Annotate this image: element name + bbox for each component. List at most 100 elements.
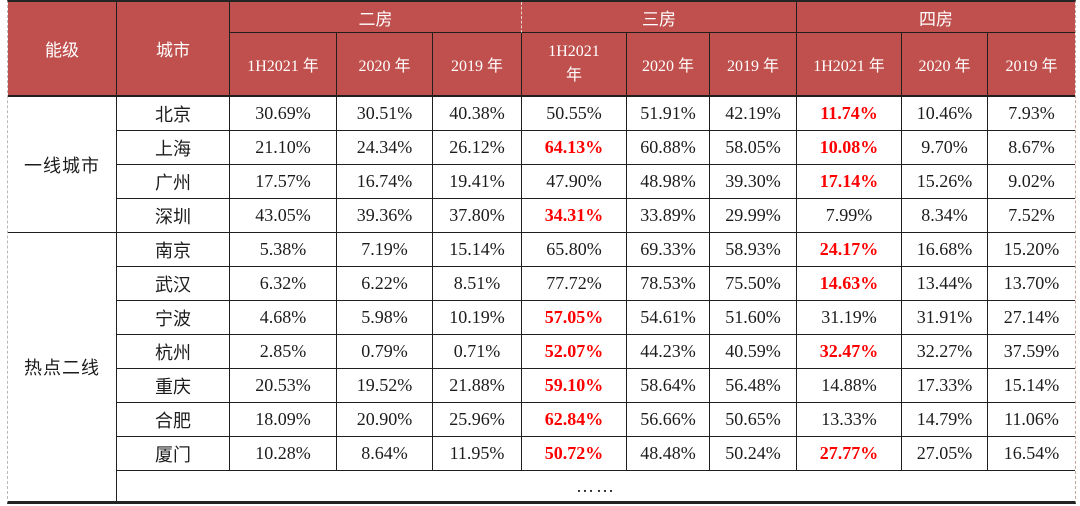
value-cell: 77.72%	[522, 267, 627, 301]
value-cell: 58.93%	[710, 233, 797, 267]
value-cell: 8.67%	[988, 131, 1076, 165]
group-header-four-room: 四房	[797, 2, 1076, 33]
table-header: 能级 城市 二房 三房 四房 1H2021 年 2020 年 2019 年 1H…	[8, 2, 1076, 97]
value-cell: 0.79%	[337, 335, 433, 369]
value-cell: 37.80%	[433, 199, 522, 233]
table-row: 杭州 2.85% 0.79% 0.71% 52.07% 44.23% 40.59% 32.47…	[8, 335, 1076, 369]
value-cell: 40.38%	[433, 97, 522, 131]
value-cell: 31.19%	[797, 301, 902, 335]
value-cell: 39.36%	[337, 199, 433, 233]
value-cell: 17.14%	[797, 165, 902, 199]
value-cell: 59.10%	[522, 369, 627, 403]
tier-cell: 热点二线	[8, 233, 117, 501]
value-cell: 17.57%	[230, 165, 337, 199]
value-cell: 78.53%	[627, 267, 710, 301]
year-header: 1H2021 年	[230, 33, 337, 97]
room-type-share-table: 能级 城市 二房 三房 四房 1H2021 年 2020 年 2019 年 1H…	[7, 0, 1077, 504]
value-cell: 27.05%	[902, 437, 988, 471]
value-cell: 18.09%	[230, 403, 337, 437]
year-header: 2020 年	[902, 33, 988, 97]
value-cell: 11.95%	[433, 437, 522, 471]
value-cell: 51.60%	[710, 301, 797, 335]
value-cell: 58.05%	[710, 131, 797, 165]
value-cell: 47.90%	[522, 165, 627, 199]
city-cell: 杭州	[117, 335, 230, 369]
value-cell: 48.98%	[627, 165, 710, 199]
city-cell: 上海	[117, 131, 230, 165]
value-cell: 50.72%	[522, 437, 627, 471]
value-cell: 15.14%	[433, 233, 522, 267]
value-cell: 13.33%	[797, 403, 902, 437]
value-cell: 75.50%	[710, 267, 797, 301]
value-cell: 8.64%	[337, 437, 433, 471]
value-cell: 34.31%	[522, 199, 627, 233]
value-cell: 14.79%	[902, 403, 988, 437]
value-cell: 11.06%	[988, 403, 1076, 437]
value-cell: 10.19%	[433, 301, 522, 335]
value-cell: 14.88%	[797, 369, 902, 403]
table-row: 武汉 6.32% 6.22% 8.51% 77.72% 78.53% 75.50% 14.63…	[8, 267, 1076, 301]
value-cell: 6.22%	[337, 267, 433, 301]
value-cell: 8.34%	[902, 199, 988, 233]
value-cell: 10.28%	[230, 437, 337, 471]
year-header: 2020 年	[627, 33, 710, 97]
year-header-row: 1H2021 年 2020 年 2019 年 1H2021 年 2020 年 2…	[8, 33, 1076, 97]
value-cell: 50.65%	[710, 403, 797, 437]
value-cell: 5.38%	[230, 233, 337, 267]
value-cell: 20.90%	[337, 403, 433, 437]
city-cell: 广州	[117, 165, 230, 199]
table-row: 上海 21.10% 24.34% 26.12% 64.13% 60.88% 58.05% 10…	[8, 131, 1076, 165]
value-cell: 8.51%	[433, 267, 522, 301]
value-cell: 16.54%	[988, 437, 1076, 471]
value-cell: 62.84%	[522, 403, 627, 437]
value-cell: 26.12%	[433, 131, 522, 165]
value-cell: 58.64%	[627, 369, 710, 403]
value-cell: 29.99%	[710, 199, 797, 233]
city-cell: 合肥	[117, 403, 230, 437]
value-cell: 21.88%	[433, 369, 522, 403]
city-cell: 厦门	[117, 437, 230, 471]
table-row: 合肥 18.09% 20.90% 25.96% 62.84% 56.66% 50.65% 13…	[8, 403, 1076, 437]
value-cell: 7.99%	[797, 199, 902, 233]
value-cell: 48.48%	[627, 437, 710, 471]
value-cell: 15.26%	[902, 165, 988, 199]
value-cell: 44.23%	[627, 335, 710, 369]
value-cell: 24.34%	[337, 131, 433, 165]
value-cell: 31.91%	[902, 301, 988, 335]
city-cell: 武汉	[117, 267, 230, 301]
group-header-two-room: 二房	[230, 2, 522, 33]
value-cell: 15.14%	[988, 369, 1076, 403]
group-header-row: 能级 城市 二房 三房 四房	[8, 2, 1076, 97]
year-header: 2019 年	[710, 33, 797, 97]
value-cell: 10.08%	[797, 131, 902, 165]
table-row: 热点二线 南京 5.38% 7.19% 15.14% 65.80% 69.33% 58.93%…	[8, 233, 1076, 501]
value-cell: 17.33%	[902, 369, 988, 403]
value-cell: 11.74%	[797, 97, 902, 131]
year-header: 1H2021 年	[797, 33, 902, 97]
table-row: 一线城市 北京 30.69% 30.51% 40.38% 50.55% 51.91% 42.1…	[8, 97, 1076, 233]
value-cell: 16.68%	[902, 233, 988, 267]
value-cell: 6.32%	[230, 267, 337, 301]
value-cell: 19.41%	[433, 165, 522, 199]
table-row: 宁波 4.68% 5.98% 10.19% 57.05% 54.61% 51.60% 31.1…	[8, 301, 1076, 335]
value-cell: 4.68%	[230, 301, 337, 335]
city-cell: 北京	[117, 97, 230, 131]
value-cell: 39.30%	[710, 165, 797, 199]
value-cell: 33.89%	[627, 199, 710, 233]
value-cell: 50.55%	[522, 97, 627, 131]
value-cell: 27.77%	[797, 437, 902, 471]
value-cell: 14.63%	[797, 267, 902, 301]
value-cell: 13.70%	[988, 267, 1076, 301]
value-cell: 10.46%	[902, 97, 988, 131]
value-cell: 2.85%	[230, 335, 337, 369]
value-cell: 30.69%	[230, 97, 337, 131]
year-header: 2020 年	[337, 33, 433, 97]
table-body: 一线城市 北京 30.69% 30.51% 40.38% 50.55% 51.91% 42.1…	[8, 97, 1076, 501]
value-cell: 56.48%	[710, 369, 797, 403]
value-cell: 37.59%	[988, 335, 1076, 369]
value-cell: 7.19%	[337, 233, 433, 267]
value-cell: 21.10%	[230, 131, 337, 165]
value-cell: 27.14%	[988, 301, 1076, 335]
value-cell: 56.66%	[627, 403, 710, 437]
table-row: 广州 17.57% 16.74% 19.41% 47.90% 48.98% 39.30% 17…	[8, 165, 1076, 199]
